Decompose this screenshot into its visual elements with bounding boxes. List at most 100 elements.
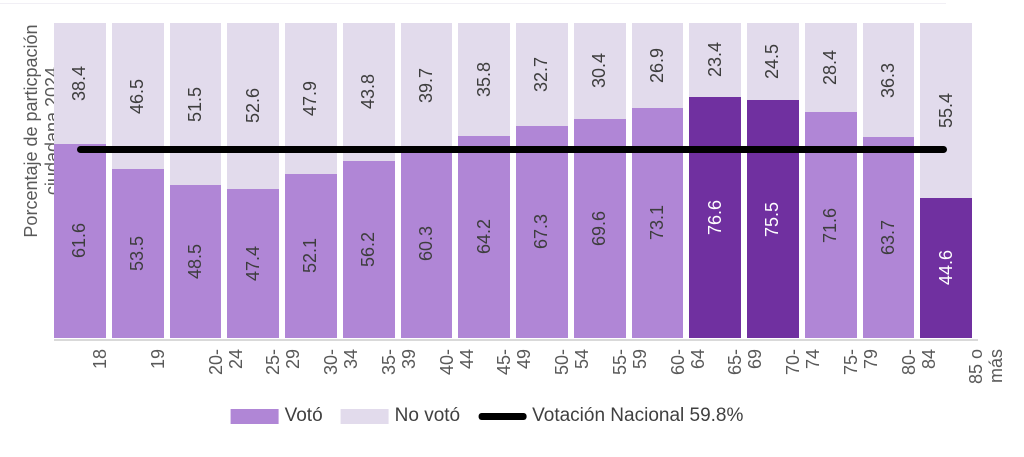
novoto-segment-75-79: 28.4 [804, 23, 857, 113]
novoto-segment-19: 46.5 [111, 23, 164, 170]
no-voto-value-label: 23.4 [704, 42, 725, 78]
voto-segment-60-64: 73.1 [631, 107, 684, 338]
national-vote-reference-line [77, 146, 947, 154]
bar-45-49: 35.8 64.2 [458, 23, 510, 338]
voto-value-label: 73.1 [646, 205, 667, 241]
x-axis-label-cell: 30-34 [285, 349, 361, 411]
x-axis-label-cell: 35-39 [343, 349, 419, 411]
voto-segment-25-29: 47.4 [227, 188, 279, 338]
voto-value-label: 56.2 [358, 231, 379, 267]
voto-value-label: 53.5 [127, 236, 148, 272]
novoto-segment-45-49: 35.8 [458, 23, 510, 136]
bar-65-69: 23.4 76.6 [689, 23, 741, 338]
x-axis-label-cell: 19 [112, 349, 168, 411]
x-axis-label-cell: 75-79 [805, 349, 881, 411]
novoto-segment-55-59: 30.4 [573, 23, 626, 119]
x-axis-label-cell: 40-44 [401, 349, 476, 411]
x-axis-line [54, 339, 978, 341]
novoto-segment-25-29: 52.6 [227, 23, 279, 189]
bar-25-29: 52.6 47.4 [227, 23, 279, 338]
plot-area: 38.4 61.6 46.5 53.5 51.5 48.5 52.6 47.4 47.9 52.1… [54, 23, 972, 338]
voto-segment-20-24: 48.5 [169, 185, 222, 338]
novoto-segment-50-54: 32.7 [516, 23, 568, 126]
no-voto-value-label: 52.6 [242, 88, 263, 124]
no-voto-value-label: 35.8 [473, 61, 494, 97]
x-axis-label-cell: 60-64 [632, 349, 707, 411]
bar-60-64: 26.9 73.1 [631, 23, 684, 338]
voto-segment-35-39: 56.2 [342, 160, 395, 338]
top-border-line [0, 3, 946, 4]
voto-legend-label: Votó [284, 405, 323, 426]
bar-40-44: 39.7 60.3 [400, 23, 453, 338]
y-axis-title-line1: Porcentaje de particpación [21, 24, 41, 238]
voto-segment-40-44: 60.3 [400, 148, 453, 338]
no-voto-value-label: 39.7 [415, 67, 436, 104]
bar-85-o-más: 55.4 44.6 [920, 23, 972, 338]
x-axis-label-cell: 25-29 [227, 349, 303, 411]
voto-segment-19: 53.5 [111, 169, 164, 338]
novoto-segment-80-84: 36.3 [862, 23, 915, 138]
novoto-segment-70-74: 24.5 [747, 23, 799, 101]
voto-value-label: 44.6 [935, 250, 956, 286]
x-axis-label-cell: 85 o más [920, 349, 1006, 411]
bar-55-59: 30.4 69.6 [573, 23, 626, 338]
voto-segment-80-84: 63.7 [862, 137, 915, 338]
no-voto-value-label: 46.5 [127, 78, 148, 114]
no-voto-value-label: 32.7 [531, 56, 552, 93]
novoto-segment-85-o-más: 55.4 [920, 23, 972, 198]
bar-30-34: 47.9 52.1 [285, 23, 337, 338]
bar-50-54: 32.7 67.3 [516, 23, 568, 338]
novoto-segment-60-64: 26.9 [631, 23, 684, 108]
bar-35-39: 43.8 56.2 [342, 23, 395, 338]
voto-value-label: 48.5 [184, 244, 205, 280]
x-axis-label-cell: 45-49 [458, 349, 534, 411]
voto-segment-50-54: 67.3 [516, 126, 568, 338]
x-axis-label: 19 [147, 349, 168, 370]
voto-segment-85-o-más: 44.6 [920, 197, 972, 338]
bar-75-79: 28.4 71.6 [804, 23, 857, 338]
no-voto-legend-swatch [340, 408, 389, 424]
x-axis-label-cell: 55-59 [574, 349, 650, 411]
bar-70-74: 24.5 75.5 [747, 23, 799, 338]
novoto-segment-35-39: 43.8 [342, 23, 395, 161]
novoto-segment-65-69: 23.4 [689, 23, 741, 97]
legend: Votó No votó Votación Nacional 59.8% [230, 405, 744, 427]
voto-value-label: 64.2 [473, 219, 494, 255]
reference-line-legend-label: Votación Nacional 59.8% [532, 405, 744, 426]
voto-segment-65-69: 76.6 [689, 96, 741, 338]
no-voto-value-label: 55.4 [935, 92, 956, 128]
voto-value-label: 71.6 [820, 207, 841, 243]
voto-value-label: 60.3 [415, 225, 436, 261]
voto-segment-30-34: 52.1 [285, 173, 337, 338]
voto-segment-18: 61.6 [54, 143, 106, 338]
no-voto-value-label: 36.3 [877, 62, 898, 98]
voto-value-label: 61.6 [69, 223, 90, 259]
x-axis-labels: 18 19 20-24 25-29 30-34 35-39 40-44 45-49 50-54 5… [54, 349, 1006, 411]
voto-segment-45-49: 64.2 [458, 135, 510, 338]
no-voto-value-label: 28.4 [820, 50, 841, 86]
no-voto-value-label: 30.4 [589, 53, 610, 89]
voto-value-label: 69.6 [589, 210, 610, 246]
voto-value-label: 52.1 [300, 238, 321, 274]
no-voto-value-label: 26.9 [646, 47, 667, 83]
voto-segment-55-59: 69.6 [573, 118, 626, 338]
voto-segment-70-74: 75.5 [747, 100, 799, 338]
bar-18: 38.4 61.6 [54, 23, 106, 338]
voto-legend-swatch [230, 408, 279, 424]
x-axis-label-cell: 18 [54, 349, 110, 411]
voto-value-label: 75.5 [762, 201, 783, 237]
x-axis-label-cell: 50-54 [516, 349, 592, 411]
x-axis-label: 18 [89, 349, 110, 370]
novoto-segment-20-24: 51.5 [169, 23, 222, 186]
voto-value-label: 76.6 [704, 199, 725, 235]
reference-line-legend-swatch [478, 412, 527, 420]
no-voto-value-label: 24.5 [762, 44, 783, 80]
bar-20-24: 51.5 48.5 [169, 23, 222, 338]
no-voto-value-label: 47.9 [300, 80, 321, 116]
no-voto-legend-label: No votó [394, 405, 461, 426]
voto-value-label: 63.7 [877, 220, 898, 256]
bar-19: 46.5 53.5 [111, 23, 164, 338]
novoto-segment-40-44: 39.7 [400, 23, 453, 149]
bar-80-84: 36.3 63.7 [862, 23, 915, 338]
